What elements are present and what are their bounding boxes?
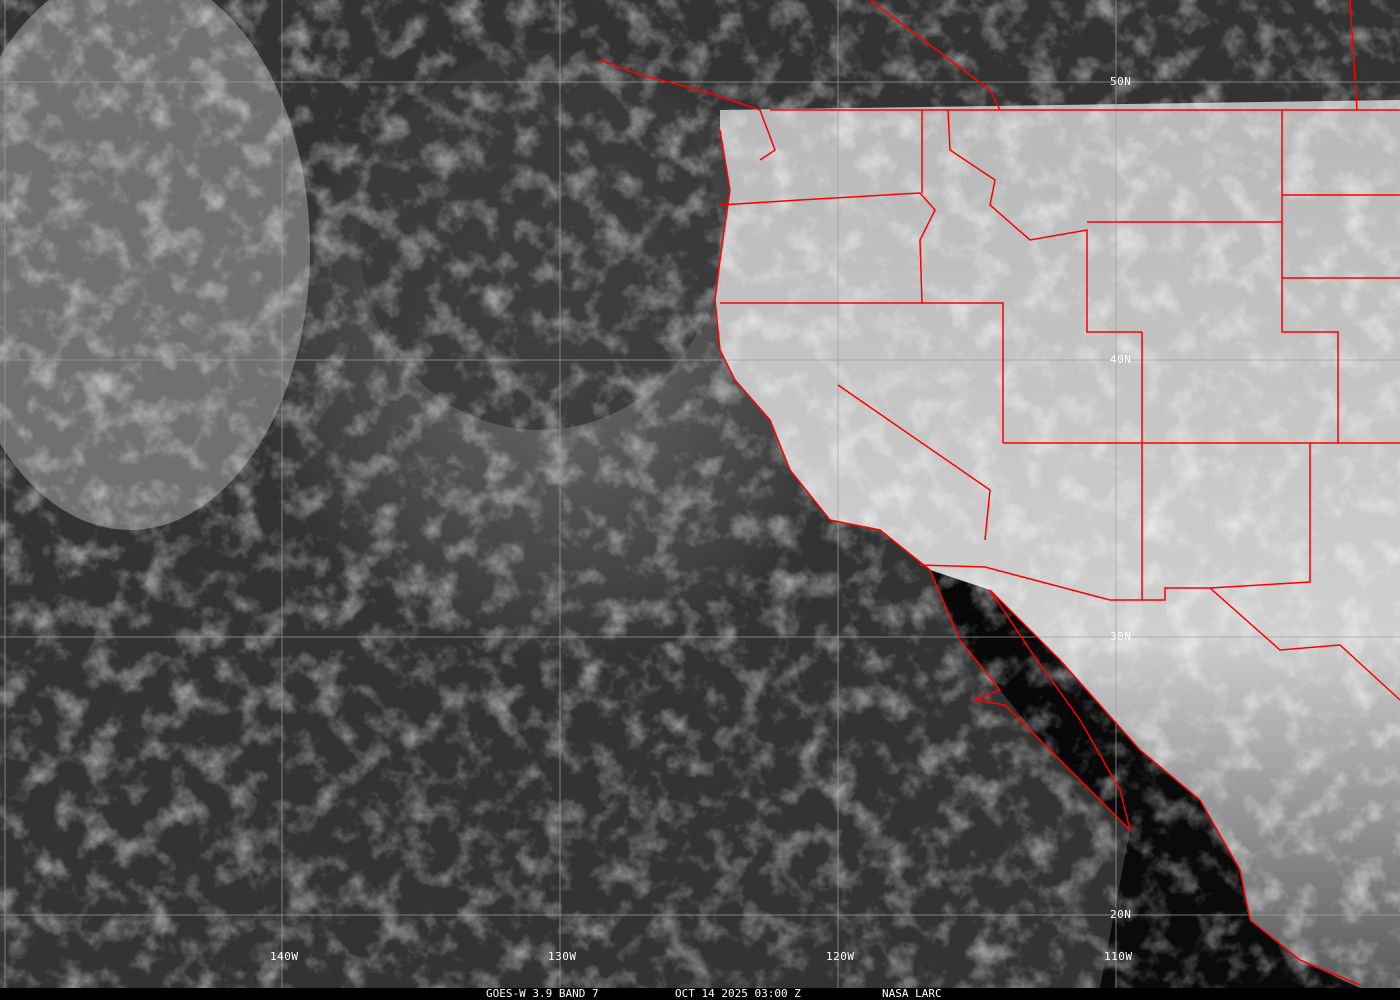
border-ca-or: [720, 302, 1004, 443]
lat-label-20n: 20N: [1110, 908, 1132, 921]
coastline: [599, 59, 1361, 986]
lat-label-30n: 30N: [1110, 630, 1132, 643]
border-ut-wy: [1087, 110, 1400, 444]
border-us-mexico: [919, 564, 1400, 701]
caption-satellite-band: GOES-W 3.9 BAND 7: [486, 987, 599, 1000]
lon-label-120w: 120W: [826, 950, 855, 963]
lat-label-50n: 50N: [1110, 75, 1132, 88]
border-az-nm: [1003, 332, 1338, 600]
image-caption-bar: GOES-W 3.9 BAND 7 OCT 14 2025 03:00 Z NA…: [0, 988, 1400, 1000]
lon-label-110w: 110W: [1104, 950, 1133, 963]
border-ca-nv: [837, 384, 991, 541]
caption-timestamp: OCT 14 2025 03:00 Z: [675, 987, 801, 1000]
lat-label-40n: 40N: [1110, 353, 1132, 366]
border-canada: [869, 0, 1358, 111]
caption-source: NASA LARC: [882, 987, 942, 1000]
border-or-wa-id: [719, 110, 936, 304]
lon-label-130w: 130W: [548, 950, 577, 963]
political-boundaries: [599, 0, 1400, 986]
lon-label-140w: 140W: [270, 950, 299, 963]
border-id-mt: [947, 109, 1142, 333]
